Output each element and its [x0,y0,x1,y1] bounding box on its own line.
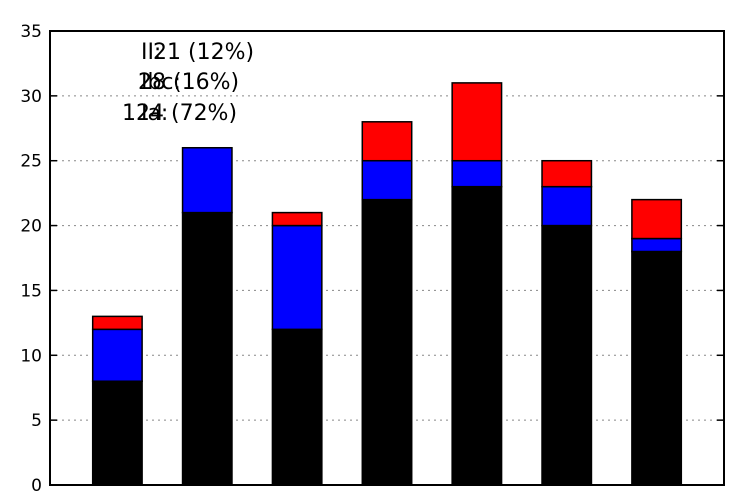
annotation-label: Ia: [141,101,168,126]
bar-segment-ia [451,185,503,486]
bar-segment-ia [181,211,233,486]
y-tick-label: 15 [20,281,42,301]
annotation-label: II: [141,40,161,65]
bar-segment-ii [631,198,683,240]
y-tick-label: 10 [20,346,42,366]
y-tick-label: 0 [31,476,42,492]
y-tick-label: 30 [20,87,42,107]
annotation-value: 124 (72%) [122,101,237,126]
bar-segment-ibc [271,224,323,331]
annotation-value: 21 (12%) [153,40,254,65]
y-tick-label: 5 [31,411,42,431]
bar-segment-ia [631,250,683,486]
bar-segment-ibc [91,328,143,382]
bars [91,82,683,486]
y-tick-label: 35 [20,22,42,42]
y-tick-label: 20 [20,217,42,237]
bar-segment-ibc [541,185,593,227]
bar-segment-ibc [181,146,233,214]
bar-segment-ibc [361,159,413,201]
bar-segment-ia [541,224,593,486]
bar-segment-ia [91,380,143,486]
annotation-value: 28 (16%) [138,70,239,95]
bar-segment-ii [541,159,593,188]
annotation-text: II:21 (12%) Ibc:28 (16%) Ia:124 (72%) [92,40,289,126]
y-axis: 0 5 10 15 20 25 30 35 [20,22,724,492]
plot-frame [49,30,725,486]
annotation-line-ibc: Ibc:28 (16%) [92,70,274,95]
y-tick-label: 25 [20,152,42,172]
bar-segment-ibc [451,159,503,188]
bar-segment-ibc [631,237,683,253]
bar-segment-ii [91,315,143,331]
bar-segment-ia [271,328,323,486]
annotation-line-ia: Ia:124 (72%) [92,101,272,126]
bar-segment-ii [451,82,503,162]
bar-segment-ia [361,198,413,486]
bar-segment-ii [271,211,323,227]
bar-segment-ii [361,121,413,162]
annotation-line-ii: II:21 (12%) [92,40,289,65]
annotation-label: Ibc: [141,70,181,95]
